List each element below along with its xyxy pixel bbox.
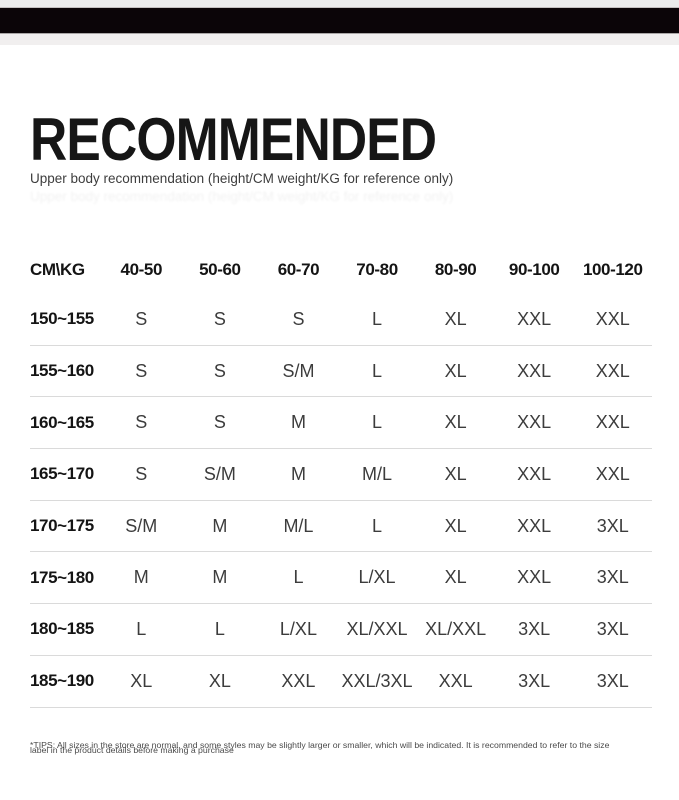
table-header-row: CM\KG 40-50 50-60 60-70 70-80 80-90 90-1… [30, 245, 652, 294]
size-cell: L [372, 515, 383, 536]
table-row: 185~190 XL XL XXL XXL/3XL XXL 3XL 3XL [30, 656, 652, 708]
tips-line-1: *TIPS: All sizes in the store are normal… [30, 740, 610, 750]
size-cell: XXL [517, 515, 552, 536]
size-cell: 3XL [596, 618, 629, 639]
size-cell: S [292, 308, 305, 329]
row-label: 150~155 [30, 309, 94, 329]
column-header: 40-50 [120, 259, 163, 279]
table-row: 160~165 S S M L XL XXL XXL [30, 397, 652, 450]
size-cell: L [372, 412, 383, 433]
size-cell: XXL [595, 360, 630, 381]
size-cell: L [372, 360, 383, 381]
size-cell: XXL/3XL [341, 670, 413, 691]
size-cell: XXL [517, 308, 552, 329]
banner-bottom-strip [0, 34, 679, 45]
size-cell: M [290, 412, 306, 433]
size-cell: S/M [125, 515, 158, 536]
tips-footnote: *TIPS: All sizes in the store are normal… [30, 741, 670, 761]
size-cell: L/XL [279, 618, 317, 639]
column-header: 50-60 [199, 259, 241, 279]
table-row: 155~160 S S S/M L XL XXL XXL [30, 346, 652, 398]
row-label: 180~185 [30, 619, 94, 639]
size-cell: XXL [595, 463, 630, 484]
corner-header-cell: CM\KG [30, 259, 85, 279]
size-cell: S/M [282, 360, 315, 381]
size-cell: XL [444, 412, 467, 433]
size-cell: L/XL [358, 567, 396, 588]
size-cell: XL [208, 670, 231, 691]
size-cell: M [212, 515, 228, 536]
size-cell: XXL [438, 670, 473, 691]
size-cell: XL [444, 308, 467, 329]
column-header: 90-100 [508, 259, 560, 279]
size-cell: M [133, 567, 149, 588]
size-cell: M [212, 567, 228, 588]
row-label: 165~170 [30, 464, 94, 484]
size-cell: L [136, 618, 147, 639]
size-cell: S/M [203, 463, 236, 484]
size-cell: 3XL [596, 670, 629, 691]
size-cell: XL [444, 567, 467, 588]
size-cell: XL [444, 515, 467, 536]
row-label: 175~180 [30, 567, 94, 587]
size-cell: S [213, 360, 226, 381]
size-cell: XXL [517, 360, 552, 381]
size-cell: XXL [595, 308, 630, 329]
table-row: 175~180 M M L L/XL XL XXL 3XL [30, 552, 652, 605]
size-cell: 3XL [596, 567, 629, 588]
ghost-artifact: Upper body recommendation (height/CM wei… [30, 189, 454, 204]
table-row: 180~185 L L L/XL XL/XXL XL/XXL 3XL 3XL [30, 604, 652, 656]
page-title: RECOMMENDED [30, 106, 437, 173]
black-banner [0, 7, 679, 34]
size-cell: L [372, 308, 383, 329]
row-label: 185~190 [30, 671, 94, 691]
row-label: 155~160 [30, 361, 94, 381]
size-cell: M/L [362, 463, 393, 484]
size-cell: 3XL [518, 670, 551, 691]
size-cell: M [290, 463, 306, 484]
size-cell: XL/XXL [346, 618, 408, 639]
size-cell: XL [444, 463, 467, 484]
size-cell: XXL [517, 412, 552, 433]
column-header: 80-90 [434, 259, 477, 279]
size-cell: XXL [281, 670, 316, 691]
row-label: 160~165 [30, 412, 94, 432]
size-cell: 3XL [518, 618, 551, 639]
table-row: 150~155 S S S L XL XXL XXL [30, 294, 652, 346]
size-cell: S [135, 463, 148, 484]
size-cell: XL/XXL [425, 618, 487, 639]
size-cell: S [213, 412, 226, 433]
column-header: 60-70 [277, 259, 320, 279]
top-strip [0, 0, 679, 7]
column-header: 70-80 [356, 259, 398, 279]
tips-line-2: label in the product details before maki… [30, 745, 234, 755]
column-header: 100-120 [582, 259, 643, 279]
row-label: 170~175 [30, 516, 94, 536]
size-cell: 3XL [596, 515, 629, 536]
size-cell: XXL [595, 412, 630, 433]
size-cell: XXL [517, 567, 552, 588]
size-table: CM\KG 40-50 50-60 60-70 70-80 80-90 90-1… [30, 245, 652, 708]
size-cell: S [135, 360, 148, 381]
size-cell: L [293, 567, 304, 588]
table-row: 165~170 S S/M M M/L XL XXL XXL [30, 449, 652, 501]
size-cell: XL [444, 360, 467, 381]
size-cell: S [213, 308, 226, 329]
size-cell: M/L [283, 515, 314, 536]
size-cell: S [135, 412, 148, 433]
size-cell: S [135, 308, 148, 329]
size-cell: XXL [517, 463, 552, 484]
size-cell: L [214, 618, 225, 639]
table-row: 170~175 S/M M M/L L XL XXL 3XL [30, 501, 652, 553]
size-cell: XL [130, 670, 153, 691]
page-subtitle: Upper body recommendation (height/CM wei… [30, 171, 454, 186]
